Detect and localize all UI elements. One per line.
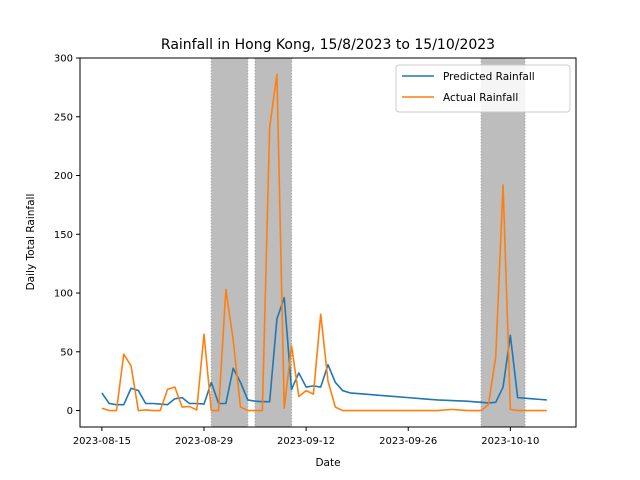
- y-tick-label: 100: [54, 289, 73, 300]
- legend: Predicted Rainfall Actual Rainfall: [395, 64, 571, 113]
- x-axis: 2023-08-15 2023-08-29 2023-09-12 2023-09-26…: [73, 427, 539, 447]
- y-tick-label: 0: [67, 406, 73, 417]
- legend-box: [395, 64, 571, 113]
- x-tick-label: 2023-09-26: [379, 436, 437, 447]
- x-axis-label: Date: [315, 457, 340, 469]
- data-lines: [101, 73, 547, 412]
- y-tick-label: 50: [60, 347, 73, 358]
- plot-frame: [79, 57, 577, 428]
- shaded-region-1: [255, 58, 292, 427]
- x-tick-label: 2023-09-12: [277, 436, 335, 447]
- x-tick-label: 2023-10-10: [481, 436, 539, 447]
- x-tick-label: 2023-08-29: [175, 436, 233, 447]
- y-axis: 0 50 100 150 200 250 300: [54, 54, 80, 417]
- y-tick-label: 150: [54, 230, 73, 241]
- shaded-region-0: [211, 58, 248, 427]
- y-axis-label: Daily Total Rainfall: [25, 194, 37, 291]
- y-tick-label: 250: [54, 112, 73, 123]
- series-line-1: [101, 73, 547, 412]
- legend-label-actual: Actual Rainfall: [443, 92, 518, 104]
- chart-title: Rainfall in Hong Kong, 15/8/2023 to 15/1…: [161, 37, 495, 53]
- series-line-0: [101, 296, 547, 406]
- shaded-region-2: [481, 58, 525, 427]
- y-tick-label: 200: [54, 171, 73, 182]
- x-tick-label: 2023-08-15: [73, 436, 131, 447]
- legend-label-predicted: Predicted Rainfall: [443, 71, 535, 83]
- y-tick-label: 300: [54, 54, 73, 65]
- shaded-regions: [210, 58, 526, 427]
